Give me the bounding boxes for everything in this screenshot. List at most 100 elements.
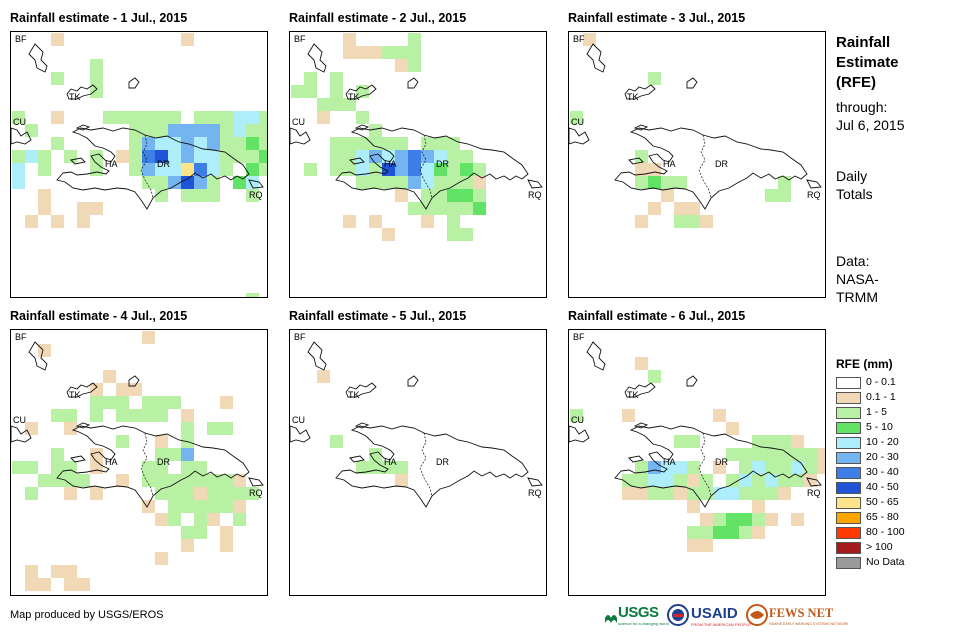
rain-cell (220, 137, 233, 150)
rain-cell (635, 357, 648, 370)
rain-cell (661, 461, 674, 474)
usgs-logo-text: USGS (618, 604, 659, 621)
rain-cell (51, 72, 64, 85)
rain-cell (90, 202, 103, 215)
rain-cell (155, 461, 168, 474)
rain-cell (434, 189, 447, 202)
rain-cell (356, 150, 369, 163)
tortue-island-coastline (75, 422, 91, 429)
rain-cell (791, 461, 804, 474)
rain-cell (408, 202, 421, 215)
data-source: Data: NASA- TRMM (836, 252, 879, 306)
rain-cell (622, 474, 635, 487)
rain-cell (77, 215, 90, 228)
map-label-cu: CU (571, 415, 584, 425)
rain-cell (181, 500, 194, 513)
map-panel-3: BF TK CU HA DR RQ (568, 31, 826, 298)
rain-cell (207, 487, 220, 500)
map-label-ha: HA (663, 159, 676, 169)
panel-title-4: Rainfall estimate - 4 Jul., 2015 (10, 309, 188, 323)
map-label-tk: TK (69, 390, 81, 400)
legend-label: 1 - 5 (866, 406, 888, 418)
rain-cell (168, 396, 181, 409)
turks-caicos-coastline (345, 84, 377, 100)
rain-cell (25, 150, 38, 163)
hispaniola-coastline (614, 127, 808, 210)
bahamas-coastline (307, 43, 327, 73)
rain-cell (739, 461, 752, 474)
rain-cell (12, 111, 25, 124)
rain-cell (51, 33, 64, 46)
rain-cell (674, 215, 687, 228)
rainfall-map: BF TK CU HA DR RQ (290, 33, 543, 241)
rain-cell (765, 487, 778, 500)
legend-title: RFE (mm) (836, 357, 893, 371)
legend-swatch (836, 527, 861, 539)
rain-cell (648, 72, 661, 85)
rain-cell (713, 461, 726, 474)
rain-cell (687, 474, 700, 487)
map-label-rq: RQ (807, 190, 821, 200)
rain-cell (155, 409, 168, 422)
rain-cell (382, 228, 395, 241)
rain-cell (38, 163, 51, 176)
map-label-bf: BF (573, 332, 585, 342)
map-label-tk: TK (348, 92, 360, 102)
rain-cell (142, 163, 155, 176)
rain-cell (739, 474, 752, 487)
rain-cell (700, 215, 713, 228)
haiti-dr-border (140, 134, 154, 199)
rain-cell (460, 189, 473, 202)
map-label-ha: HA (384, 457, 397, 467)
rain-cell (155, 487, 168, 500)
rain-cell (804, 461, 817, 474)
rain-cell (713, 487, 726, 500)
rain-cell (103, 111, 116, 124)
rain-cell (233, 124, 246, 137)
rain-cell (726, 448, 739, 461)
rain-cell (77, 474, 90, 487)
rain-cell (674, 487, 687, 500)
rainfall-map: BF TK CU HA DR RQ (290, 332, 543, 508)
puerto-rico-coastline (248, 179, 264, 189)
rain-cell (648, 176, 661, 189)
rain-cell (447, 176, 460, 189)
rain-cell (129, 163, 142, 176)
rain-cell (635, 163, 648, 176)
rain-cell (25, 578, 38, 591)
panel-title-3: Rainfall estimate - 3 Jul., 2015 (568, 11, 746, 25)
rain-cell (246, 176, 259, 189)
rain-cell (207, 422, 220, 435)
rain-cell (64, 474, 77, 487)
rain-cell (64, 565, 77, 578)
rain-cell (765, 189, 778, 202)
rain-cell (434, 176, 447, 189)
rain-cell (155, 176, 168, 189)
rain-cell (246, 293, 259, 297)
rain-cell (246, 150, 259, 163)
legend-swatch (836, 407, 861, 419)
rain-cell (661, 487, 674, 500)
map-panel-1: BF TK CU HA DR RQ (10, 31, 268, 298)
gonave-island-coastline (349, 157, 365, 165)
turks-caicos-coastline (624, 382, 656, 398)
rain-cell (791, 435, 804, 448)
rain-cell (765, 513, 778, 526)
rain-cell (168, 500, 181, 513)
rain-cell (765, 461, 778, 474)
rain-cell (129, 111, 142, 124)
rain-cell (259, 150, 267, 163)
turks-caicos-coastline (624, 84, 656, 100)
haiti-dr-border (419, 134, 433, 199)
rain-cell (369, 215, 382, 228)
rain-cell (648, 487, 661, 500)
rain-cell (51, 565, 64, 578)
rain-cell (661, 176, 674, 189)
hispaniola-coastline (56, 127, 250, 210)
bahamas-coastline (28, 43, 48, 73)
rain-cell (330, 72, 343, 85)
map-label-tk: TK (627, 390, 639, 400)
cuba-coastline (569, 127, 590, 145)
rain-cell (369, 176, 382, 189)
gonave-island-coastline (628, 157, 644, 165)
